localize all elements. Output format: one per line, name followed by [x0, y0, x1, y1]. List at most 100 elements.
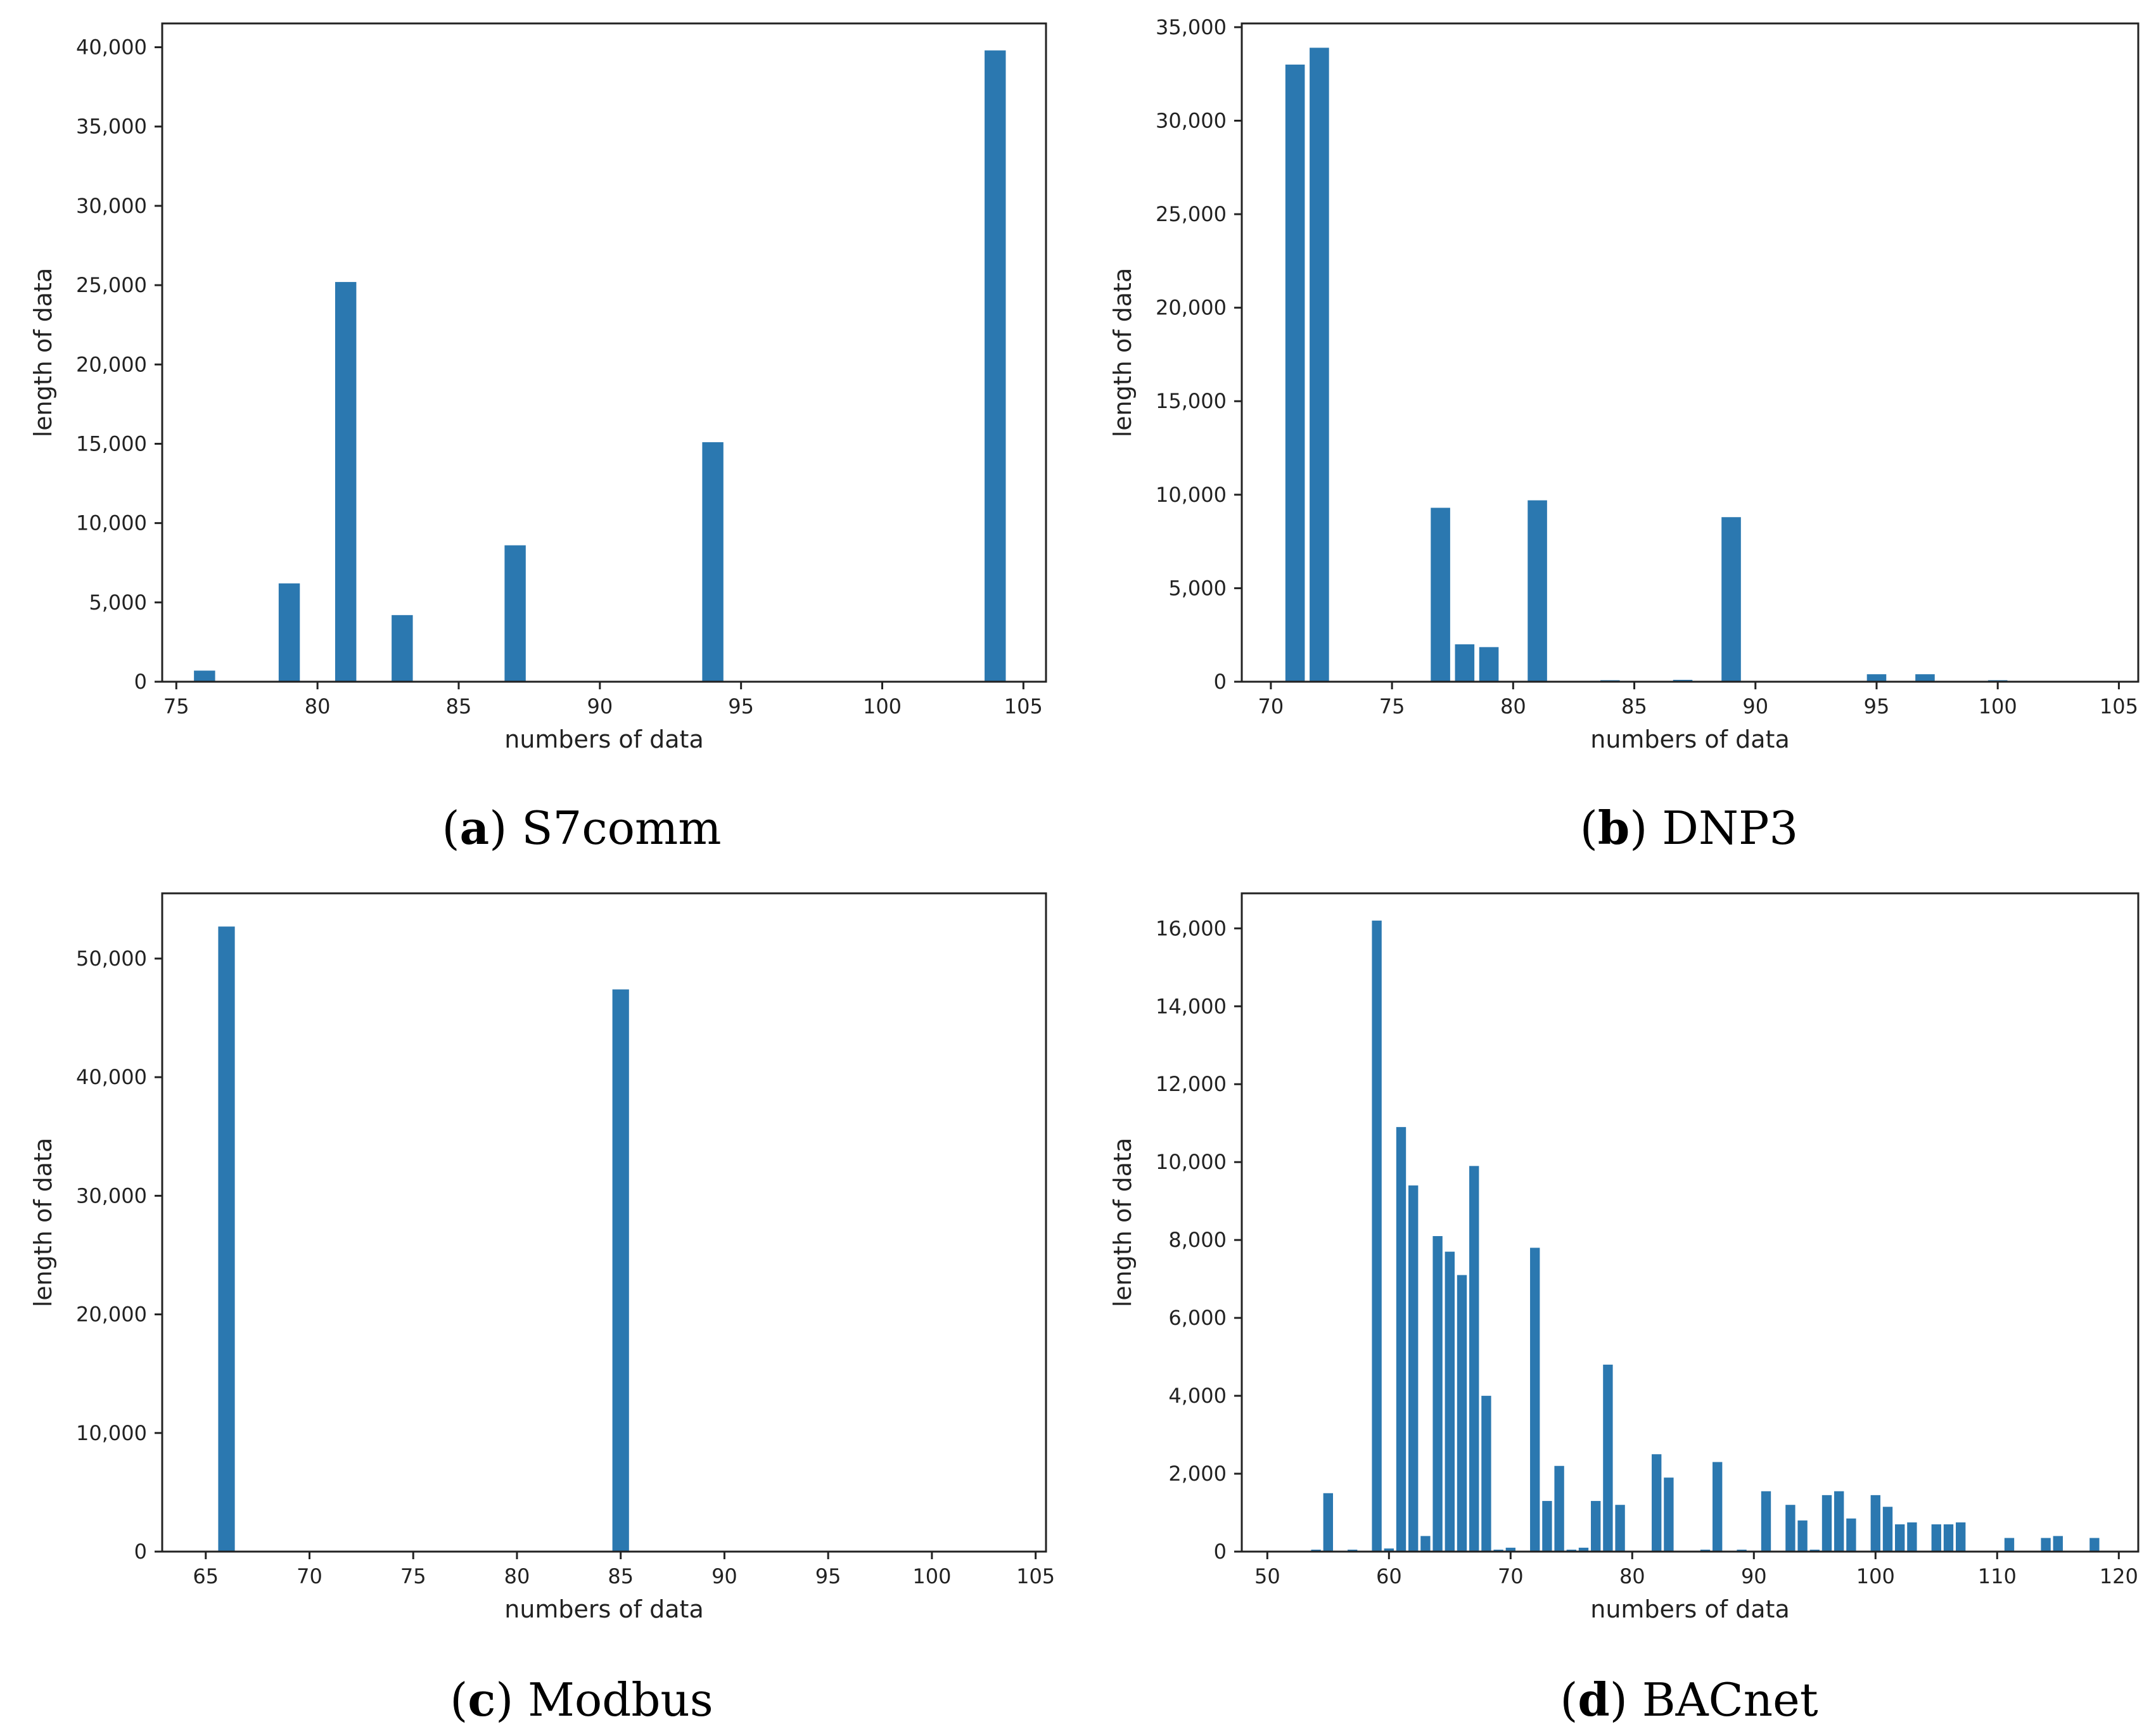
panel-d-bar — [1530, 1247, 1540, 1552]
panel-d-bar — [1578, 1547, 1589, 1552]
panel-d-bar — [1432, 1236, 1443, 1552]
panel-d-bar — [1846, 1518, 1856, 1552]
panel-d-bar — [1445, 1251, 1455, 1552]
panel-c-x-tick-label: 80 — [504, 1564, 530, 1588]
panel-d-y-tick-label: 2,000 — [1168, 1462, 1227, 1486]
panel-b-y-tick-label: 15,000 — [1156, 389, 1227, 413]
panel-d-y-tick-label: 12,000 — [1156, 1072, 1227, 1096]
panel-b-bar — [1285, 64, 1305, 682]
panel-a-bar — [335, 282, 357, 682]
panel-a-y-tick-label: 20,000 — [76, 352, 147, 376]
panel-a-y-tick-label: 10,000 — [76, 511, 147, 535]
panel-d-x-tick-label: 100 — [1856, 1564, 1895, 1588]
panel-c-x-ticks: 65 70 75 80 85 90 95 100 105 — [193, 1552, 1055, 1588]
panel-c-x-tick-label: 85 — [608, 1564, 634, 1588]
panel-a-y-tick-label: 5,000 — [89, 590, 147, 615]
panel-d-caption-letter: d — [1578, 1673, 1609, 1726]
panel-b-caption: (b) DNP3 — [1580, 801, 1798, 855]
panel-b-x-tick-label: 70 — [1258, 694, 1284, 718]
panel-b-bars — [1285, 48, 2008, 682]
panel-a-x-ticks: 75 80 85 90 95 100 105 — [163, 682, 1043, 718]
panel-b-x-tick-label: 85 — [1621, 694, 1647, 718]
panel-a-y-tick-label: 35,000 — [76, 115, 147, 139]
panel-d-bar — [1372, 921, 1382, 1552]
panel-a: 75 80 85 90 95 100 105 0 5,000 10,000 15,000 20,00… — [29, 22, 1047, 855]
panel-a-y-ticks: 0 5,000 10,000 15,000 20,000 25,000 30,000 35,0… — [76, 35, 162, 694]
panel-d-bar — [1591, 1501, 1601, 1552]
panel-d-bar — [1931, 1524, 1941, 1552]
panel-d-x-axis-label: numbers of data — [1590, 1595, 1789, 1623]
panel-d-bar — [1664, 1477, 1674, 1552]
panel-d-bar — [1907, 1522, 1917, 1552]
panel-d-bar — [1761, 1491, 1771, 1552]
panel-d-bar — [1469, 1166, 1479, 1552]
panel-d-bar — [1821, 1495, 1832, 1552]
panel-b-y-tick-label: 5,000 — [1168, 576, 1227, 600]
panel-b-bar — [1721, 517, 1741, 682]
panel-d-x-tick-label: 110 — [1978, 1564, 2017, 1588]
panel-d-bar — [1323, 1493, 1333, 1552]
panel-c-y-tick-label: 10,000 — [76, 1421, 147, 1445]
panel-d-bar — [1481, 1396, 1491, 1552]
panel-c: 65 70 75 80 85 90 95 100 105 0 10,000 20,000 30,000… — [29, 892, 1055, 1726]
panel-b-y-ticks: 0 5,000 10,000 15,000 20,000 25,000 30,000 35,0… — [1156, 15, 1242, 694]
panel-d-bar — [1943, 1524, 1954, 1552]
panel-d-bar — [1384, 1548, 1394, 1552]
panel-b-bar — [1479, 647, 1499, 682]
panel-d-x-ticks: 50 60 70 80 90 100 110 120 — [1254, 1552, 2138, 1588]
panel-d-bar — [1566, 1549, 1576, 1552]
panel-c-x-axis-label: numbers of data — [504, 1595, 703, 1623]
panel-d-y-tick-label: 16,000 — [1156, 916, 1227, 940]
panel-a-y-tick-label: 0 — [134, 670, 147, 694]
panel-d-bar — [1615, 1505, 1625, 1552]
panel-c-x-tick-label: 65 — [193, 1564, 219, 1588]
panel-c-bar — [612, 989, 629, 1552]
panel-d-x-tick-label: 60 — [1376, 1564, 1402, 1588]
panel-a-x-tick-label: 100 — [863, 694, 902, 718]
panel-b-y-tick-label: 30,000 — [1156, 108, 1227, 132]
panel-c-y-tick-label: 0 — [134, 1540, 147, 1564]
panel-c-x-tick-label: 95 — [815, 1564, 841, 1588]
panel-b-x-tick-label: 90 — [1742, 694, 1768, 718]
panel-a-y-tick-label: 30,000 — [76, 194, 147, 218]
panel-b-y-tick-label: 25,000 — [1156, 202, 1227, 226]
panel-b-y-tick-label: 35,000 — [1156, 15, 1227, 39]
panel-d-y-tick-label: 4,000 — [1168, 1384, 1227, 1408]
panel-a-x-tick-label: 105 — [1004, 694, 1043, 718]
panel-a-x-tick-label: 80 — [305, 694, 331, 718]
panel-d-y-tick-label: 8,000 — [1168, 1228, 1227, 1252]
panel-d-bar — [2041, 1538, 2051, 1552]
panel-a-x-tick-label: 75 — [163, 694, 189, 718]
panel-d-y-tick-label: 0 — [1214, 1540, 1227, 1564]
panel-a-bar — [985, 50, 1006, 682]
panel-b-bar — [1455, 644, 1475, 682]
panel-b-x-tick-label: 95 — [1864, 694, 1890, 718]
panel-b-x-tick-label: 75 — [1379, 694, 1405, 718]
panel-a-x-axis-label: numbers of data — [504, 725, 703, 753]
panel-b-y-tick-label: 20,000 — [1156, 296, 1227, 320]
panel-d-bar — [1956, 1522, 1966, 1552]
panel-d: 50 60 70 80 90 100 110 120 0 2,000 4,000 6,000 8,00… — [1109, 892, 2140, 1726]
panel-b-bar — [1866, 674, 1887, 682]
panel-c-y-tick-label: 50,000 — [76, 947, 147, 971]
panel-d-caption: (d) BACnet — [1560, 1673, 1818, 1726]
panel-d-bar — [1603, 1364, 1613, 1552]
panel-c-plot-frame — [161, 892, 1047, 1553]
panel-d-bars — [1311, 921, 2100, 1552]
panel-d-plot-frame — [1241, 892, 2140, 1553]
panel-c-bars — [218, 926, 629, 1552]
panel-a-y-tick-label: 15,000 — [76, 431, 147, 456]
panel-d-bar — [1348, 1549, 1358, 1552]
panel-c-caption-letter: c — [468, 1673, 495, 1726]
panel-d-bar — [1785, 1505, 1796, 1552]
panel-a-caption: (a) S7comm — [442, 801, 721, 855]
panel-a-x-tick-label: 90 — [587, 694, 613, 718]
panel-b-x-tick-label: 100 — [1979, 694, 2017, 718]
panel-d-bar — [1870, 1495, 1880, 1552]
panel-a-plot-frame — [161, 22, 1047, 683]
panel-c-y-tick-label: 40,000 — [76, 1065, 147, 1089]
panel-c-caption: (c) Modbus — [450, 1673, 713, 1726]
panel-d-bar — [1396, 1126, 1407, 1552]
